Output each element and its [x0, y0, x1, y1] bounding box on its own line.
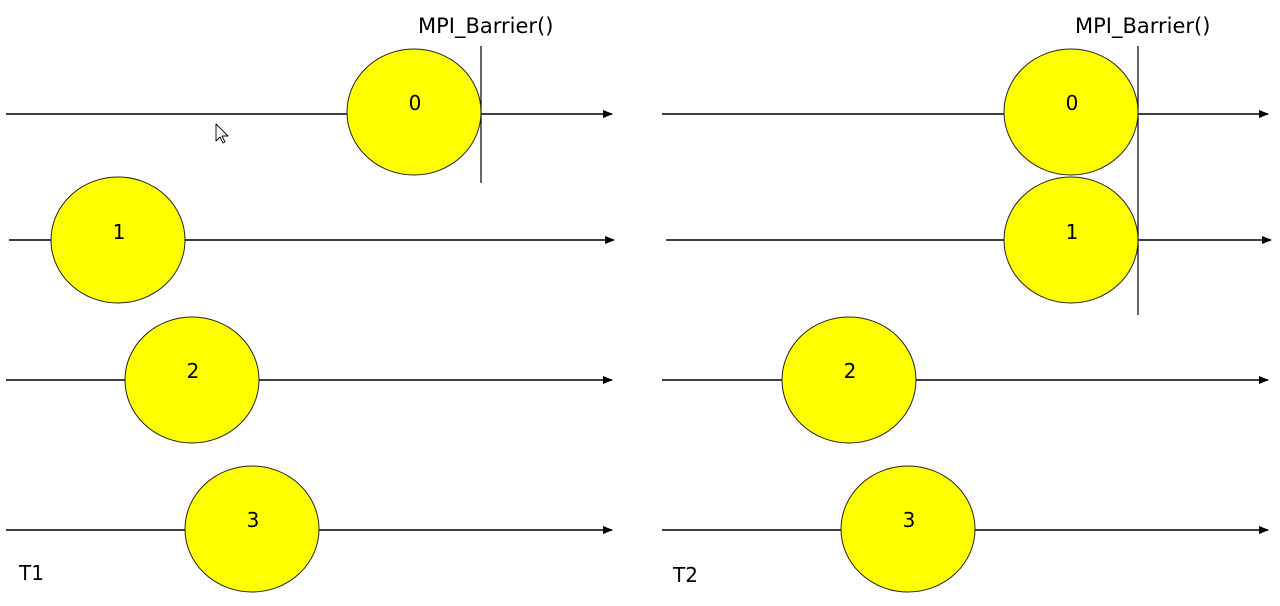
process-rank-0: 0: [346, 48, 482, 176]
process-rank-2: 2: [124, 316, 260, 444]
process-rank-label: 1: [1066, 220, 1079, 244]
panel-label: T2: [672, 563, 698, 587]
process-circle: [184, 465, 320, 593]
process-circle: [124, 316, 260, 444]
process-rank-label: 3: [247, 508, 260, 532]
panel-t1: MPI_Barrier() 0 1 2 3 T1: [6, 14, 615, 593]
process-circle: [840, 465, 976, 593]
barrier-label: MPI_Barrier(): [418, 14, 553, 39]
process-rank-3: 3: [840, 465, 976, 593]
process-circle: [781, 316, 917, 444]
process-circle: [1003, 48, 1139, 176]
process-rank-label: 0: [1066, 91, 1079, 115]
process-rank-0: 0: [1003, 48, 1139, 176]
process-circle: [1003, 176, 1139, 304]
process-rank-2: 2: [781, 316, 917, 444]
process-rank-label: 0: [409, 91, 422, 115]
process-rank-1: 1: [1003, 176, 1139, 304]
panel-t2: MPI_Barrier() 0 1 2 3 T2: [662, 14, 1272, 593]
panel-label: T1: [18, 561, 44, 585]
process-rank-label: 2: [844, 359, 857, 383]
process-circle: [50, 176, 186, 304]
process-circle: [346, 48, 482, 176]
process-rank-label: 3: [903, 508, 916, 532]
process-rank-label: 1: [113, 220, 126, 244]
barrier-label: MPI_Barrier(): [1075, 14, 1210, 39]
process-rank-label: 2: [187, 359, 200, 383]
process-rank-1: 1: [50, 176, 186, 304]
process-rank-3: 3: [184, 465, 320, 593]
mouse-pointer-icon: [215, 123, 229, 144]
